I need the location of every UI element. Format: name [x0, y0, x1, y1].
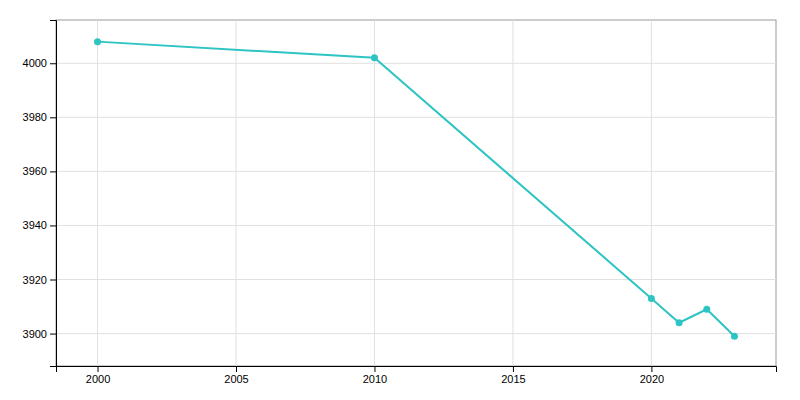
x-tick-label: 2000 [86, 373, 110, 385]
x-tick: 2020 [640, 366, 664, 385]
y-axis-line [50, 21, 57, 367]
x-axis-line [57, 367, 777, 373]
x-tick: 2000 [86, 366, 110, 385]
y-tick-label: 4000 [23, 57, 47, 69]
y-tick-label: 3980 [23, 111, 47, 123]
x-tick-mark [513, 366, 514, 372]
y-grid-line [56, 333, 776, 334]
point [703, 306, 710, 313]
x-grid-line [374, 20, 375, 366]
grid [56, 20, 776, 366]
y-tick: 3960 [23, 165, 56, 177]
point [648, 295, 655, 302]
x-grid-line [97, 20, 98, 366]
y-grid-line [56, 117, 776, 118]
data [94, 38, 738, 340]
y-tick-label: 3940 [23, 219, 47, 231]
x-grid-line [651, 20, 652, 366]
x-tick-mark [236, 366, 237, 372]
x-tick-mark [651, 366, 652, 372]
y-grid-line [56, 225, 776, 226]
chart: 2000 2005 2010 2015 2020 3900 3920 3940 3960 3980… [0, 0, 800, 400]
y-tick: 3980 [23, 111, 56, 123]
x-tick-label: 2020 [640, 373, 664, 385]
y-tick-mark [50, 334, 56, 335]
y-tick-label: 3960 [23, 165, 47, 177]
x-tick: 2005 [224, 366, 248, 385]
point [676, 319, 683, 326]
x-tick: 2015 [501, 366, 525, 385]
y-axis: 3900 3920 3940 3960 3980 4000 [23, 21, 57, 367]
y-tick: 4000 [23, 57, 56, 69]
y-grid-line [56, 279, 776, 280]
x-tick-label: 2005 [224, 373, 248, 385]
point [731, 333, 738, 340]
x-grid-line [512, 20, 513, 366]
point [94, 38, 101, 45]
y-tick-mark [50, 117, 56, 118]
x-tick-label: 2010 [363, 373, 387, 385]
y-tick-mark [50, 225, 56, 226]
y-tick: 3940 [23, 219, 56, 231]
y-tick-label: 3900 [23, 328, 47, 340]
x-tick-mark [374, 366, 375, 372]
x-tick-mark [98, 366, 99, 372]
y-tick: 3900 [23, 328, 56, 340]
y-tick-mark [50, 171, 56, 172]
y-tick: 3920 [23, 274, 56, 286]
x-grid-line [236, 20, 237, 366]
y-grid-line [56, 171, 776, 172]
plot: 2000 2005 2010 2015 2020 3900 3920 3940 3960 3980… [23, 20, 777, 385]
x-tick-label: 2015 [501, 373, 525, 385]
y-grid-line [56, 63, 776, 64]
line [98, 42, 735, 337]
x-axis: 2000 2005 2010 2015 2020 [57, 366, 777, 385]
y-tick-label: 3920 [23, 274, 47, 286]
y-tick-mark [50, 280, 56, 281]
x-tick: 2010 [363, 366, 387, 385]
point [371, 54, 378, 61]
plot-frame [56, 20, 776, 366]
y-tick-mark [50, 63, 56, 64]
